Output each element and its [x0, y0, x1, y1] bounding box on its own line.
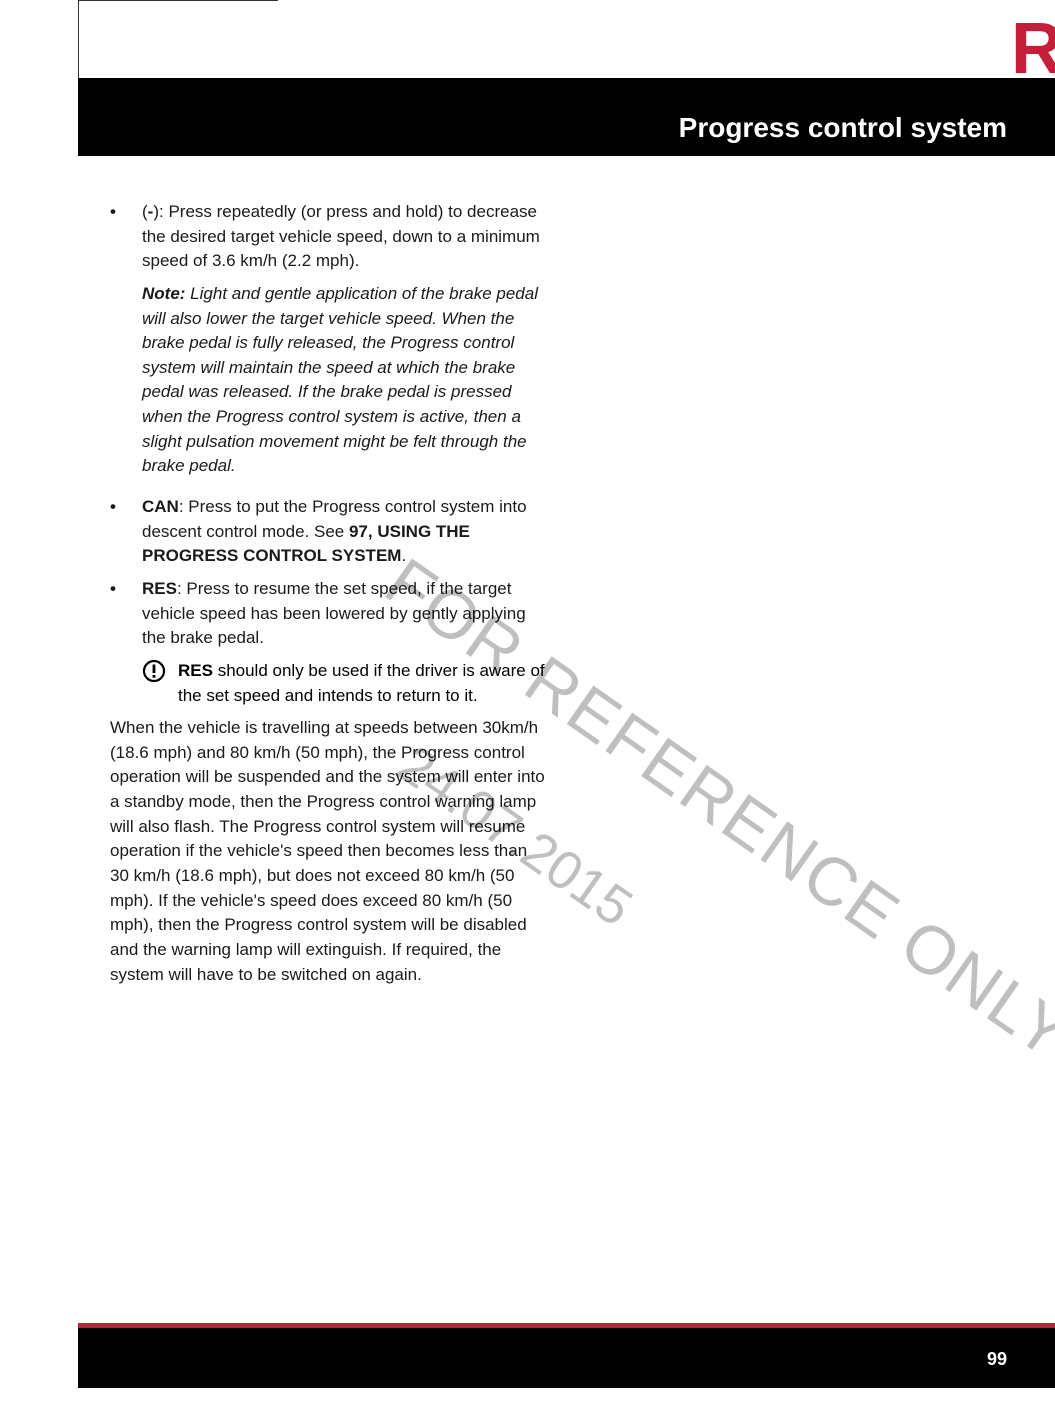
page-crop-vertical [78, 0, 79, 78]
page-number: 99 [987, 1349, 1007, 1370]
caution-label: RES [178, 661, 213, 680]
footer-bar: 99 [78, 1328, 1055, 1388]
can-text-2: . [401, 546, 406, 565]
caution-icon [142, 659, 166, 683]
header-bar: Progress control system [78, 78, 1055, 156]
res-text: : Press to resume the set speed, if the … [142, 579, 526, 647]
caution-body: should only be used if the driver is awa… [178, 661, 545, 705]
content-column: • (-): Press repeatedly (or press and ho… [110, 200, 550, 987]
note-label: Note: [142, 284, 185, 303]
can-label: CAN [142, 497, 179, 516]
bullet-marker: • [110, 577, 142, 651]
note-text: Light and gentle application of the brak… [142, 284, 538, 475]
page-title: Progress control system [679, 112, 1007, 144]
bullet-res: • RES: Press to resume the set speed, if… [110, 577, 550, 651]
bullet-text: CAN: Press to put the Progress control s… [142, 495, 550, 569]
page-crop-horizontal [78, 0, 278, 1]
caution-icon-cell [142, 659, 178, 708]
note-block: Note: Light and gentle application of th… [142, 282, 550, 479]
caution-text: RES should only be used if the driver is… [178, 659, 550, 708]
bullet-minus: • (-): Press repeatedly (or press and ho… [110, 200, 550, 487]
bullet-text: RES: Press to resume the set speed, if t… [142, 577, 550, 651]
bullet-text: (-): Press repeatedly (or press and hold… [142, 200, 550, 487]
bullet-can: • CAN: Press to put the Progress control… [110, 495, 550, 569]
res-label: RES [142, 579, 177, 598]
minus-desc: ): Press repeatedly (or press and hold) … [142, 202, 540, 270]
caution-block: RES should only be used if the driver is… [142, 659, 550, 708]
bullet-marker: • [110, 200, 142, 487]
bullet-marker: • [110, 495, 142, 569]
body-paragraph: When the vehicle is travelling at speeds… [110, 716, 550, 987]
